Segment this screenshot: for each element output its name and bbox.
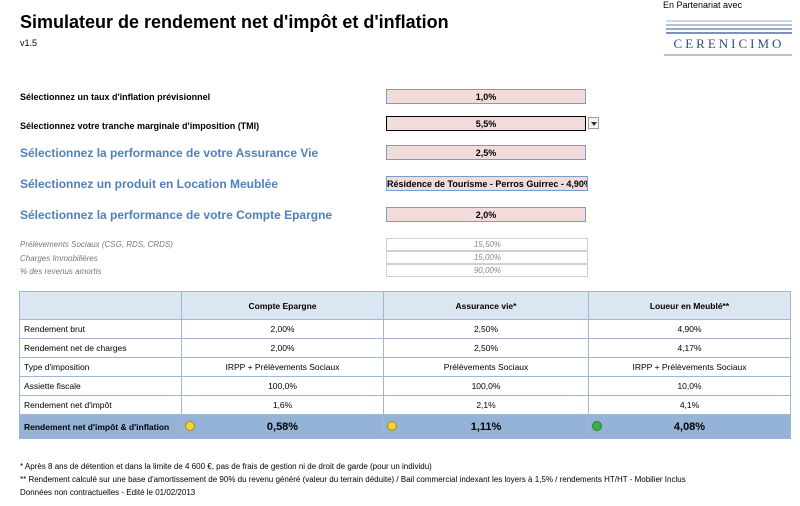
row-label: Assiette fiscale	[19, 376, 182, 396]
green-indicator-icon	[592, 421, 602, 431]
table-row: Assiette fiscale 100,0% 100,0% 10,0%	[19, 376, 791, 396]
chevron-down-icon	[591, 122, 597, 126]
partner-label: En Partenariat avec	[663, 0, 743, 10]
cell: 4,90%	[588, 319, 791, 339]
footnote-disclaimer: Données non contractuelles - Edité le 01…	[20, 488, 196, 497]
assurance-vie-label: Sélectionnez la performance de votre Ass…	[20, 146, 319, 160]
inflation-label: Sélectionnez un taux d'inflation prévisi…	[20, 92, 211, 102]
footnote-loueur-meuble: ** Rendement calculé sur une base d'amor…	[20, 475, 686, 484]
info-label-charges: Charges Immobilières	[20, 254, 98, 263]
final-cell-assurance-vie: 1,11%	[383, 414, 589, 439]
cell: 4,17%	[588, 338, 791, 358]
partner-logo: CERENICIMO	[662, 14, 800, 60]
cell: 1,6%	[181, 395, 384, 415]
final-value: 0,58%	[266, 420, 299, 433]
compte-epargne-select[interactable]: 2,0%	[386, 207, 586, 222]
row-label: Type d'imposition	[19, 357, 182, 377]
table-row: Type d'imposition IRPP + Prélèvements So…	[19, 357, 791, 377]
header-loueur-meuble: Loueur en Meublé**	[588, 291, 791, 320]
results-table: Compte Epargne Assurance vie* Loueur en …	[19, 291, 791, 439]
tmi-select[interactable]: 5,5%	[386, 116, 586, 131]
table-header-row: Compte Epargne Assurance vie* Loueur en …	[19, 291, 791, 320]
cell: 2,50%	[383, 319, 589, 339]
location-meublee-select[interactable]: Résidence de Tourisme - Perros Guirrec -…	[386, 176, 588, 191]
table-row: Rendement net d'impôt 1,6% 2,1% 4,1%	[19, 395, 791, 415]
cell: Prélèvements Sociaux	[383, 357, 589, 377]
info-value-amortis: 90,00%	[386, 264, 588, 277]
page-title: Simulateur de rendement net d'impôt et d…	[20, 12, 449, 32]
row-label: Rendement brut	[19, 319, 182, 339]
yellow-indicator-icon	[387, 421, 397, 431]
cell: 10,0%	[588, 376, 791, 396]
table-corner	[19, 291, 182, 320]
cell: 2,50%	[383, 338, 589, 358]
cell: 100,0%	[383, 376, 589, 396]
info-label-prelevements: Prélèvements Sociaux (CSG, RDS, CRDS)	[20, 240, 173, 249]
inflation-select[interactable]: 1,0%	[386, 89, 586, 104]
assurance-vie-select[interactable]: 2,5%	[386, 145, 586, 160]
row-label: Rendement net de charges	[19, 338, 182, 358]
info-value-prelevements: 15,50%	[386, 238, 588, 251]
final-value: 4,08%	[673, 420, 706, 433]
info-value-charges: 15,00%	[386, 251, 588, 264]
final-value: 1,11%	[470, 420, 502, 433]
compte-epargne-label: Sélectionnez la performance de votre Com…	[20, 208, 333, 222]
table-row: Rendement net de charges 2,00% 2,50% 4,1…	[19, 338, 791, 358]
cell: 2,00%	[181, 319, 384, 339]
header-compte-epargne: Compte Epargne	[181, 291, 384, 320]
final-row: Rendement net d'impôt & d'inflation 0,58…	[19, 414, 791, 439]
cell: 100,0%	[181, 376, 384, 396]
logo-text: CERENICIMO	[673, 36, 785, 51]
cell: 2,1%	[383, 395, 589, 415]
location-meublee-label: Sélectionnez un produit en Location Meub…	[20, 177, 279, 191]
yellow-indicator-icon	[185, 421, 195, 431]
table-row: Rendement brut 2,00% 2,50% 4,90%	[19, 319, 791, 339]
tmi-dropdown-button[interactable]	[588, 117, 599, 129]
footnote-assurance-vie: * Après 8 ans de détention et dans la li…	[20, 462, 432, 471]
cell: IRPP + Prélèvements Sociaux	[181, 357, 384, 377]
version-label: v1.5	[20, 38, 38, 48]
tmi-label: Sélectionnez votre tranche marginale d'i…	[20, 121, 260, 131]
final-cell-compte-epargne: 0,58%	[181, 414, 384, 439]
final-row-label: Rendement net d'impôt & d'inflation	[19, 414, 182, 439]
cell: 4,1%	[588, 395, 791, 415]
info-label-amortis: % des revenus amortis	[20, 267, 102, 276]
final-cell-loueur-meuble: 4,08%	[588, 414, 791, 439]
row-label: Rendement net d'impôt	[19, 395, 182, 415]
header-assurance-vie: Assurance vie*	[383, 291, 589, 320]
cell: IRPP + Prélèvements Sociaux	[588, 357, 791, 377]
cell: 2,00%	[181, 338, 384, 358]
